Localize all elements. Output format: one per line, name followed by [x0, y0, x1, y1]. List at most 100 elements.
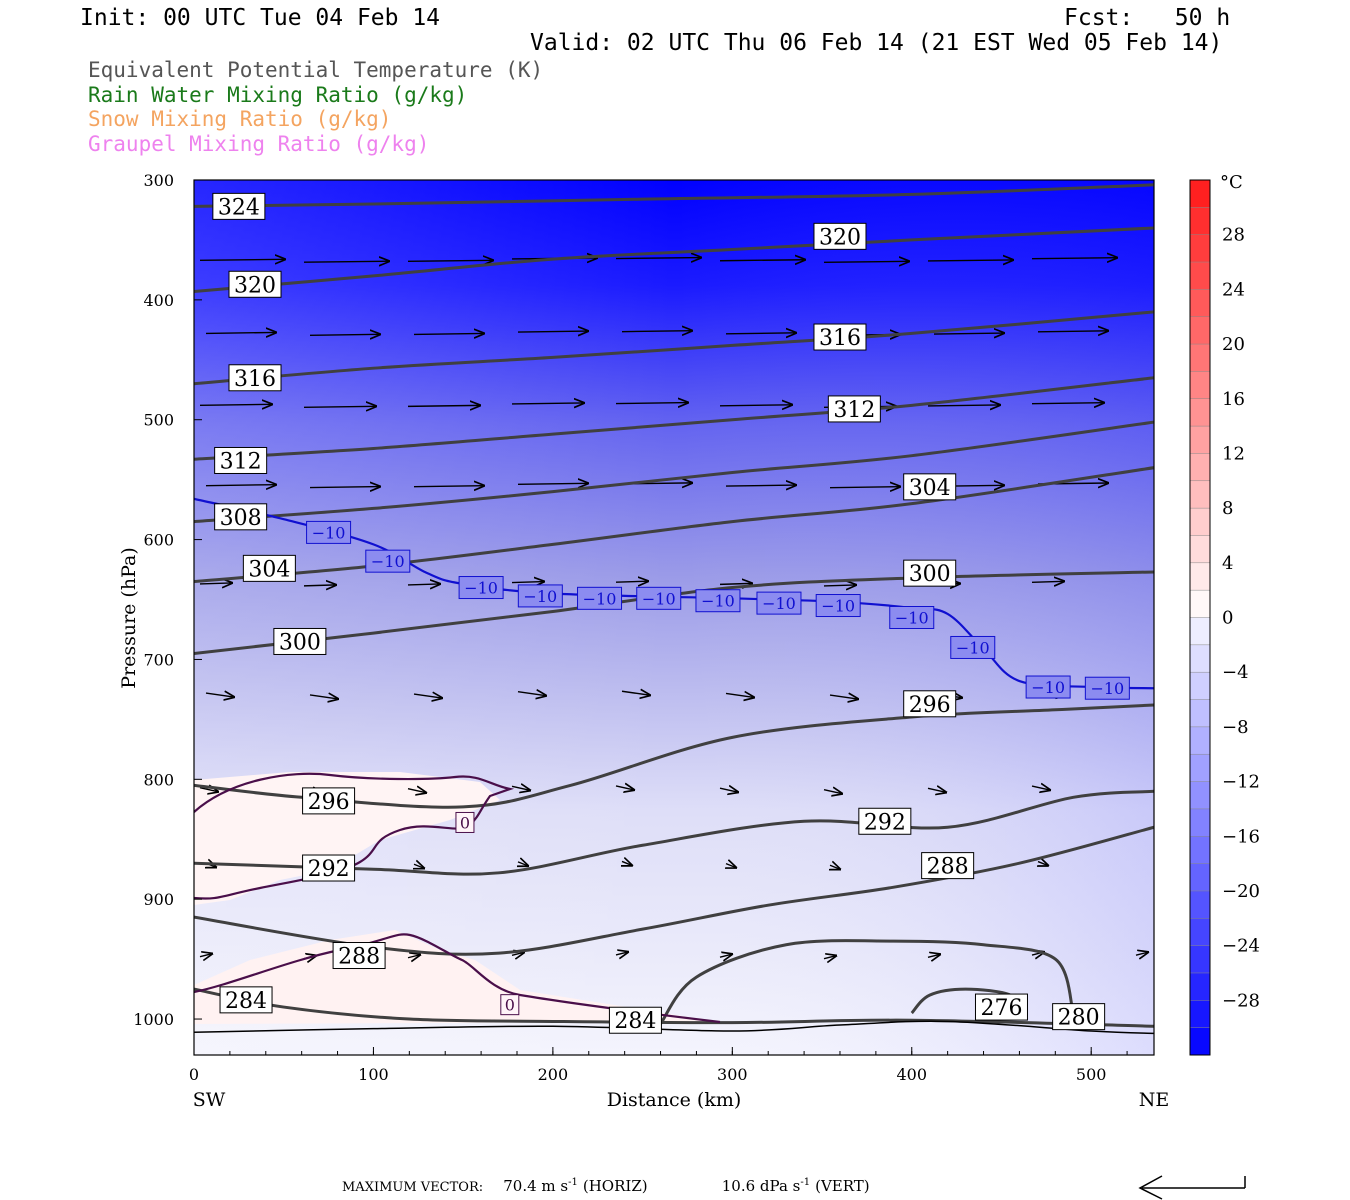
colorbar-segment	[1190, 945, 1210, 974]
colorbar-segment	[1190, 590, 1210, 618]
isotherm-label: −10	[815, 594, 861, 618]
wind-vector	[719, 260, 805, 261]
surface-line	[194, 1020, 1154, 1035]
isotherm-label: −10	[365, 549, 411, 573]
colorbar-segment	[1190, 863, 1210, 892]
wind-vector	[725, 485, 796, 486]
wind-vector	[622, 861, 632, 865]
theta-e-label: 300	[273, 627, 327, 655]
valid-time: Valid: 02 UTC Thu 06 Feb 14 (21 EST Wed …	[530, 30, 1223, 56]
theta-e-contour-324	[194, 183, 1154, 208]
wind-vector	[823, 956, 836, 959]
wind-vector	[719, 583, 752, 584]
colorbar-segment	[1190, 535, 1210, 564]
wind-vector	[927, 260, 1013, 261]
svg-text:292: 292	[864, 810, 906, 835]
svg-text:−10: −10	[583, 589, 617, 608]
wind-vector	[413, 694, 442, 698]
wind-vector	[309, 487, 380, 488]
theta-e-label: 284	[608, 1006, 662, 1034]
colorbar-tick-label: 24	[1222, 279, 1245, 300]
colorbar-segment	[1190, 972, 1210, 1001]
isotherm-minus10: −10 −10 −10 −10 −10 −10 −10 −10 −10 −10 −10 −10 −10	[194, 497, 1154, 700]
y-tick-label: 900	[143, 890, 174, 909]
colorbar-tick-label: −24	[1222, 936, 1260, 957]
colorbar-tick-label: 28	[1222, 225, 1245, 246]
wind-vector	[927, 954, 940, 957]
x-tick-label: 400	[896, 1065, 927, 1084]
svg-text:−10: −10	[642, 589, 676, 608]
colorbar-segment	[1190, 808, 1210, 837]
svg-text:−10: −10	[523, 587, 557, 606]
x-tick-label: 200	[538, 1065, 569, 1084]
colorbar-tick-label: −4	[1222, 662, 1249, 683]
wind-vector	[309, 334, 380, 335]
y-tick-label: 1000	[133, 1010, 174, 1029]
colorbar-tick-label: −12	[1222, 772, 1260, 793]
svg-text:−10: −10	[1031, 678, 1065, 697]
isotherm-label: −10	[306, 520, 352, 544]
x-tick-label: 100	[358, 1065, 389, 1084]
svg-text:300: 300	[279, 630, 321, 655]
colorbar-frame	[1189, 179, 1211, 1056]
wind-vector	[615, 258, 701, 259]
svg-text:284: 284	[225, 989, 267, 1014]
wind-vector	[517, 483, 588, 484]
theta-e-contour-320	[194, 226, 1154, 293]
isotherm-label: −10	[517, 584, 563, 608]
wind-vector	[413, 486, 484, 487]
colorbar-segment	[1190, 508, 1210, 536]
colorbar-tick-label: 20	[1222, 334, 1245, 355]
wind-vector	[719, 788, 738, 792]
wind-vector	[1135, 952, 1148, 955]
svg-text:276: 276	[980, 996, 1022, 1021]
wind-vector	[830, 865, 840, 869]
colorbar-segment	[1190, 289, 1210, 318]
theta-e-label: 288	[332, 942, 386, 970]
theta-e-contour-316	[194, 310, 1154, 386]
footer-horiz-sup: -1	[568, 1177, 578, 1188]
ne-label: NE	[1139, 1089, 1170, 1111]
wind-vector	[199, 404, 272, 405]
wind-vector	[1031, 581, 1064, 582]
svg-text:316: 316	[819, 326, 861, 351]
legend-theta-e: Equivalent Potential Temperature (K)	[88, 58, 544, 82]
wind-vector	[303, 406, 376, 407]
isotherm-label: −10	[1084, 676, 1130, 700]
theta-e-label: 320	[228, 270, 282, 298]
wind-vector	[205, 332, 276, 333]
footer-vert: 10.6 dPa s	[722, 1177, 801, 1195]
theta-e-contour-308	[194, 420, 1154, 524]
sw-label: SW	[193, 1089, 226, 1111]
wind-vector	[407, 260, 493, 261]
y-tick-label: 800	[143, 770, 174, 789]
svg-text:288: 288	[338, 945, 380, 970]
colorbar-segment	[1190, 617, 1210, 646]
svg-text:296: 296	[909, 693, 951, 718]
svg-text:−10: −10	[895, 609, 929, 628]
wind-vector	[205, 485, 276, 486]
colorbar-segment	[1190, 1000, 1210, 1029]
y-tick-label: 400	[143, 291, 174, 310]
wind-vector	[829, 695, 858, 699]
theta-e-label: 320	[813, 222, 867, 250]
svg-text:304: 304	[248, 557, 290, 582]
colorbar-segment	[1190, 918, 1210, 947]
colorbar-segment	[1190, 344, 1210, 372]
theta-e-label: 316	[228, 364, 282, 392]
svg-text:292: 292	[308, 857, 350, 882]
svg-text:304: 304	[909, 476, 951, 501]
svg-text:−10: −10	[464, 579, 498, 598]
colorbar-segment	[1190, 262, 1210, 290]
svg-text:296: 296	[308, 790, 350, 815]
colorbar-segment	[1190, 890, 1210, 919]
colorbar-segment	[1190, 453, 1210, 482]
x-axis-title: Distance (km)	[607, 1089, 742, 1111]
svg-text:316: 316	[234, 367, 276, 392]
footer-max-vector: MAXIMUM VECTOR: 70.4 m s-1 (HORIZ) 10.6 d…	[342, 1177, 870, 1195]
footer-horiz-unit: (HORIZ)	[583, 1177, 648, 1195]
theta-e-label: 324	[212, 192, 266, 220]
wind-vector	[205, 693, 234, 697]
svg-text:−10: −10	[701, 592, 735, 611]
wind-vector	[823, 261, 909, 262]
